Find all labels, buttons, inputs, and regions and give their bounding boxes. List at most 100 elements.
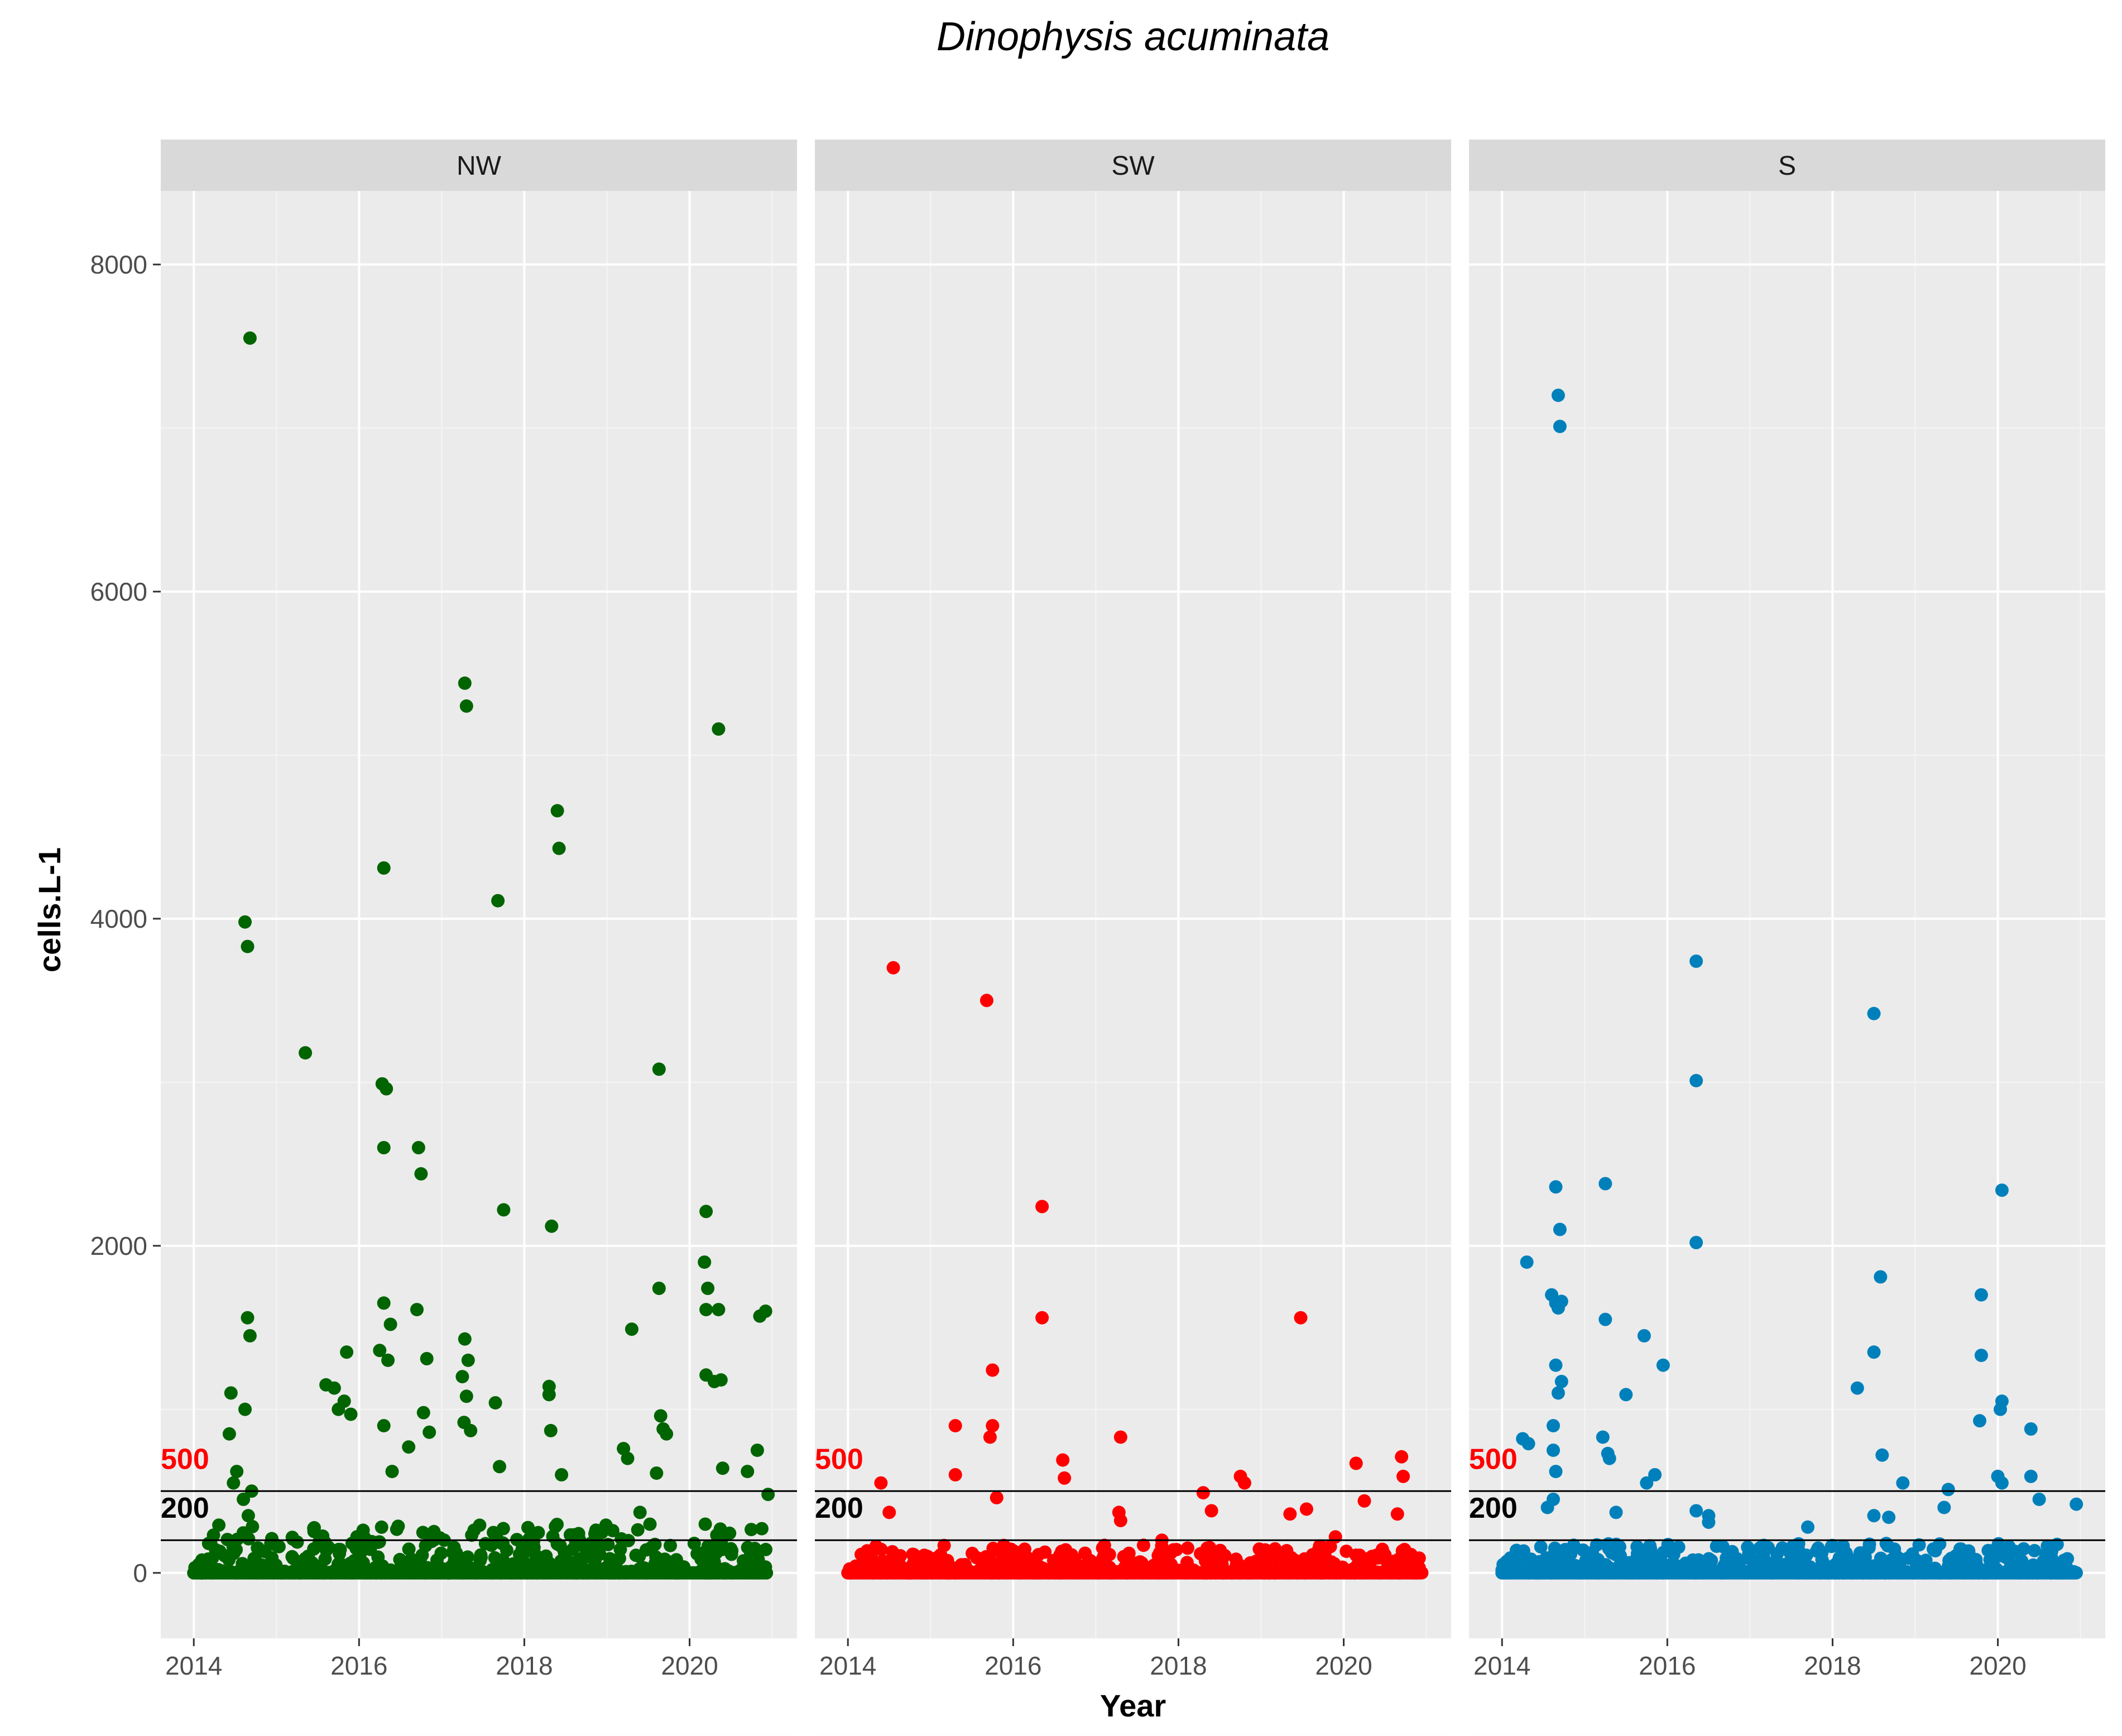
y-tick-label: 8000 <box>90 250 147 279</box>
data-point <box>1686 1553 1699 1567</box>
data-point <box>224 1386 238 1400</box>
data-point <box>377 1141 391 1154</box>
data-point <box>2068 1566 2082 1580</box>
data-point <box>1689 1504 1703 1518</box>
data-point <box>966 1546 979 1560</box>
data-point <box>465 1528 479 1542</box>
x-tick-label: 2014 <box>1473 1651 1530 1680</box>
data-point <box>1031 1548 1045 1562</box>
data-point <box>1564 1547 1578 1561</box>
data-point <box>606 1524 620 1538</box>
data-point <box>750 1444 764 1457</box>
data-point <box>238 1402 252 1416</box>
x-tick-label: 2018 <box>496 1651 553 1680</box>
data-point <box>296 1554 310 1567</box>
data-point <box>2039 1548 2053 1562</box>
data-point <box>1648 1549 1662 1563</box>
reference-label-200: 200 <box>161 1492 209 1524</box>
data-point <box>1656 1358 1670 1372</box>
data-point <box>227 1476 241 1490</box>
data-point <box>1702 1516 1716 1529</box>
data-point <box>995 1547 1009 1561</box>
data-point <box>1520 1255 1534 1269</box>
x-tick-label: 2020 <box>1969 1651 2026 1680</box>
data-point <box>2028 1543 2042 1557</box>
data-point <box>986 1363 1000 1377</box>
data-point <box>1218 1548 1232 1562</box>
x-tick-label: 2018 <box>1150 1651 1207 1680</box>
data-point <box>488 1396 502 1410</box>
data-point <box>1229 1552 1243 1566</box>
data-point <box>402 1440 416 1454</box>
data-point <box>755 1522 769 1536</box>
data-point <box>894 1549 908 1563</box>
data-point <box>373 1344 387 1358</box>
data-point <box>411 1141 425 1154</box>
data-point <box>1705 1553 1718 1567</box>
data-point <box>1587 1554 1601 1568</box>
data-point <box>2070 1497 2083 1511</box>
x-tick-label: 2016 <box>1639 1651 1696 1680</box>
data-point <box>318 1536 332 1550</box>
data-point <box>633 1505 647 1519</box>
data-point <box>1035 1200 1049 1214</box>
data-point <box>1874 1551 1888 1565</box>
data-point <box>448 1553 462 1567</box>
data-point <box>1194 1547 1207 1561</box>
reference-label-500: 500 <box>815 1443 863 1475</box>
data-point <box>648 1537 662 1551</box>
data-point <box>1068 1552 1082 1566</box>
data-point <box>983 1430 997 1444</box>
data-point <box>243 331 257 345</box>
data-point <box>1401 1553 1415 1567</box>
data-point <box>1640 1476 1654 1490</box>
data-point <box>354 1546 368 1559</box>
data-point <box>459 1389 473 1403</box>
data-point <box>473 1518 487 1532</box>
data-point <box>375 1520 388 1534</box>
data-point <box>1056 1453 1070 1467</box>
data-point <box>643 1517 657 1531</box>
data-point <box>614 1532 628 1546</box>
data-point <box>1927 1542 1940 1556</box>
data-point <box>478 1537 492 1551</box>
data-point <box>760 1566 774 1580</box>
data-point <box>1524 1552 1538 1566</box>
data-point <box>1390 1507 1404 1521</box>
data-point <box>433 1531 447 1545</box>
data-point <box>333 1543 347 1556</box>
data-point <box>545 1219 559 1233</box>
data-point <box>1770 1547 1784 1561</box>
data-point <box>1973 1414 1986 1428</box>
data-point <box>1180 1541 1194 1555</box>
data-point <box>1619 1388 1633 1402</box>
data-point <box>1896 1476 1910 1490</box>
data-point <box>1283 1507 1297 1521</box>
data-point <box>1510 1548 1524 1562</box>
data-point <box>496 1522 510 1536</box>
data-point <box>741 1541 755 1555</box>
data-point <box>1551 1386 1565 1400</box>
data-point <box>699 1205 713 1219</box>
data-point <box>204 1536 218 1550</box>
data-point <box>948 1419 962 1433</box>
data-point <box>1741 1540 1755 1554</box>
reference-label-200: 200 <box>815 1492 863 1524</box>
data-point <box>625 1322 638 1336</box>
data-point <box>1941 1483 1955 1497</box>
data-point <box>2032 1493 2046 1506</box>
data-point <box>413 1553 427 1567</box>
data-point <box>1867 1345 1881 1359</box>
data-point <box>1553 1222 1567 1236</box>
panel-nw: NW 2014 2016 2018 2020 0 2000 4000 6000 8000 500 20… <box>90 140 797 1736</box>
data-point <box>272 1540 286 1553</box>
data-point <box>1058 1554 1072 1568</box>
data-point <box>712 1536 726 1550</box>
data-point <box>1136 1538 1150 1552</box>
data-point <box>1890 1550 1904 1564</box>
data-point <box>246 1519 260 1533</box>
data-point <box>552 841 566 855</box>
x-tick-label: 2020 <box>661 1651 718 1680</box>
data-point <box>380 1082 393 1096</box>
data-point <box>1816 1555 1830 1569</box>
